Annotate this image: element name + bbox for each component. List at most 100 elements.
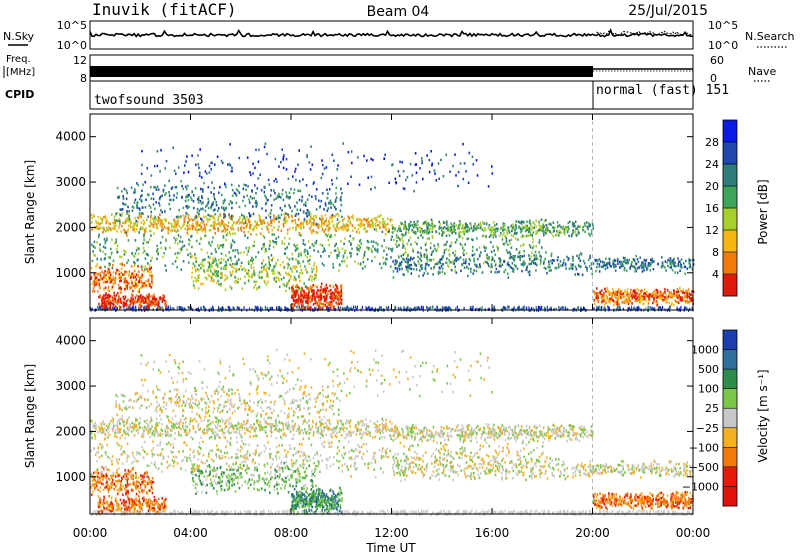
heatmap-cell xyxy=(498,234,501,238)
heatmap-cell xyxy=(552,235,555,238)
heatmap-cell xyxy=(646,294,649,298)
heatmap-cell xyxy=(642,297,644,300)
heatmap-cell xyxy=(573,222,575,225)
heatmap-cell xyxy=(596,262,599,265)
heatmap-cell xyxy=(598,306,600,310)
heatmap-cell xyxy=(117,283,120,287)
heatmap-cell xyxy=(664,297,667,301)
heatmap-cell xyxy=(286,232,289,235)
heatmap-cell xyxy=(435,230,437,233)
heatmap-cell xyxy=(335,213,338,216)
heatmap-cell xyxy=(316,285,318,289)
heatmap-cell xyxy=(463,261,465,265)
heatmap-cell xyxy=(322,250,324,253)
heatmap-cell xyxy=(305,296,307,300)
heatmap-cell xyxy=(171,222,173,226)
heatmap-cell xyxy=(685,306,687,310)
heatmap-cell xyxy=(102,231,104,234)
heatmap-cell xyxy=(672,262,674,265)
heatmap-cell xyxy=(200,228,202,231)
heatmap-cell xyxy=(649,264,651,267)
heatmap-cell xyxy=(423,255,426,258)
heatmap-cell xyxy=(442,221,445,224)
heatmap-cell xyxy=(288,287,291,290)
heatmap-cell xyxy=(668,307,670,311)
heatmap-cell xyxy=(510,246,513,249)
heatmap-cell xyxy=(380,266,383,270)
heatmap-cell xyxy=(472,229,474,233)
heatmap-cell xyxy=(174,241,177,244)
heatmap-cell xyxy=(328,235,331,238)
heatmap-cell xyxy=(226,277,228,280)
heatmap-cell xyxy=(322,302,325,306)
heatmap-cell xyxy=(152,203,155,206)
heatmap-cell xyxy=(314,195,317,198)
heatmap-cell xyxy=(423,231,426,234)
heatmap-cell xyxy=(556,233,558,237)
heatmap-cell xyxy=(282,266,285,269)
heatmap-cell xyxy=(161,235,164,239)
heatmap-cell xyxy=(446,257,448,260)
heatmap-cell xyxy=(508,239,511,242)
heatmap-cell xyxy=(485,235,487,238)
heatmap-cell xyxy=(604,267,607,271)
heatmap-cell xyxy=(545,267,547,270)
heatmap-cell xyxy=(137,280,140,284)
heatmap-cell xyxy=(332,266,335,269)
heatmap-cell xyxy=(488,227,490,230)
heatmap-cell xyxy=(412,249,414,253)
heatmap-cell xyxy=(248,220,251,224)
heatmap-cell xyxy=(213,268,216,271)
heatmap-cell xyxy=(98,295,100,299)
heatmap-cell xyxy=(275,276,278,280)
heatmap-cell xyxy=(341,219,344,222)
heatmap-cell xyxy=(407,270,409,273)
heatmap-cell xyxy=(229,217,232,220)
heatmap-cell xyxy=(106,226,108,229)
heatmap-cell xyxy=(211,277,213,280)
heatmap-cell xyxy=(333,249,336,253)
heatmap-cell xyxy=(606,266,609,269)
heatmap-cell xyxy=(138,287,141,291)
heatmap-cell xyxy=(651,257,654,261)
heatmap-cell xyxy=(607,305,609,309)
heatmap-cell xyxy=(628,296,630,300)
heatmap-cell xyxy=(648,295,651,298)
heatmap-cell xyxy=(472,305,474,309)
heatmap-cell xyxy=(119,300,121,304)
heatmap-cell xyxy=(243,226,245,230)
heatmap-cell xyxy=(182,260,185,263)
heatmap-cell xyxy=(672,259,675,262)
heatmap-cell xyxy=(650,258,652,262)
heatmap-cell xyxy=(181,240,184,244)
heatmap-cell xyxy=(464,261,467,265)
heatmap-cell xyxy=(560,226,562,229)
heatmap-cell xyxy=(117,196,119,199)
heatmap-cell xyxy=(316,231,319,235)
heatmap-cell xyxy=(531,228,533,231)
heatmap-cell xyxy=(212,307,214,311)
heatmap-cell xyxy=(177,215,180,218)
heatmap-cell xyxy=(147,241,149,244)
heatmap-cell xyxy=(477,226,479,230)
heatmap-cell xyxy=(518,305,520,309)
heatmap-cell xyxy=(425,256,428,260)
heatmap-cell xyxy=(104,265,106,269)
heatmap-cell xyxy=(114,306,116,310)
heatmap-cell xyxy=(335,223,338,227)
heatmap-cell xyxy=(341,191,343,195)
heatmap-cell xyxy=(508,263,511,267)
heatmap-cell xyxy=(437,272,440,276)
heatmap-cell xyxy=(277,228,279,231)
heatmap-cell xyxy=(240,229,243,232)
heatmap-cell xyxy=(308,287,310,290)
heatmap-cell xyxy=(512,307,514,311)
heatmap-cell xyxy=(440,265,443,268)
heatmap-cell xyxy=(241,268,244,271)
heatmap-cell xyxy=(529,270,531,273)
heatmap-cell xyxy=(169,207,172,211)
heatmap-cell xyxy=(177,251,179,255)
heatmap-cell xyxy=(125,217,128,220)
heatmap-cell xyxy=(323,288,325,291)
heatmap-cell xyxy=(680,297,683,301)
